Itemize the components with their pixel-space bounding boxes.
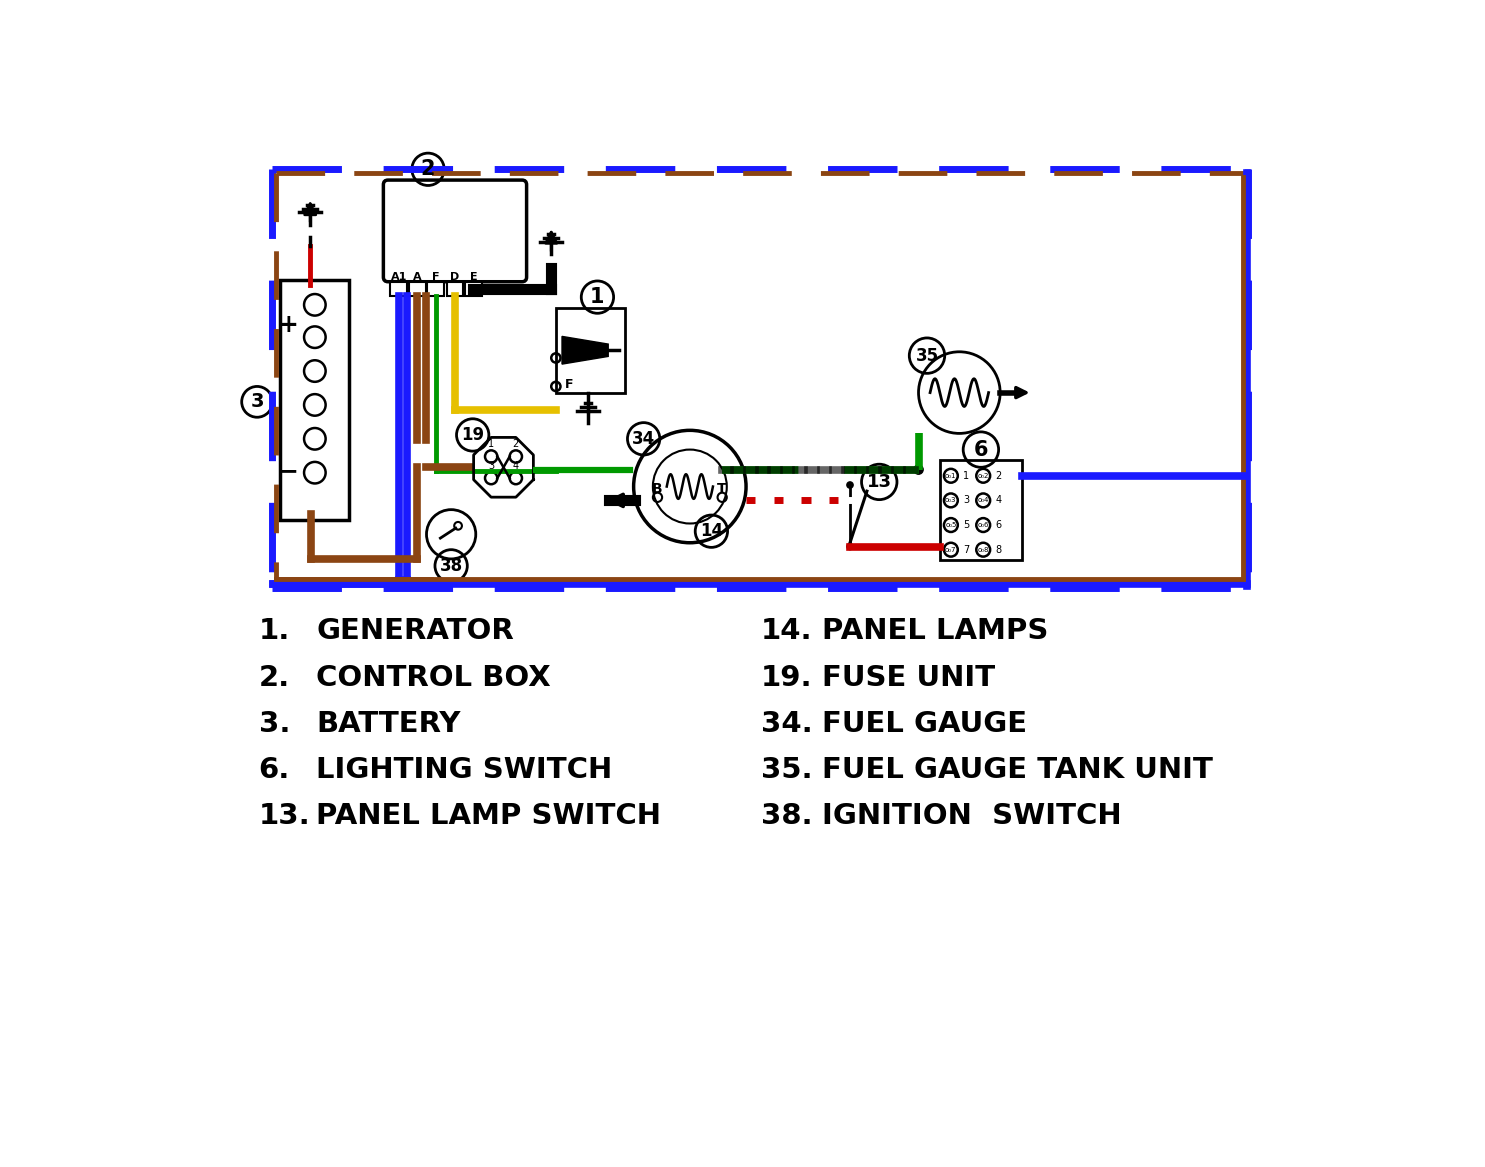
Text: FUSE UNIT: FUSE UNIT: [823, 664, 995, 692]
Bar: [391, 281, 407, 295]
Text: 35: 35: [915, 347, 939, 364]
Bar: [465, 281, 483, 295]
Text: o₀2: o₀2: [977, 473, 989, 478]
Bar: [940, 460, 1023, 560]
Text: 1: 1: [590, 287, 604, 307]
Text: 2.: 2.: [258, 664, 290, 692]
Circle shape: [846, 481, 854, 489]
Text: 4: 4: [995, 496, 1002, 505]
Text: LIGHTING SWITCH: LIGHTING SWITCH: [316, 756, 613, 784]
Text: PANEL LAMPS: PANEL LAMPS: [823, 617, 1048, 645]
Text: o₀4: o₀4: [977, 497, 989, 503]
Text: GENERATOR: GENERATOR: [316, 617, 514, 645]
Text: 5: 5: [964, 520, 970, 530]
FancyBboxPatch shape: [383, 180, 527, 281]
Text: o₀8: o₀8: [977, 546, 989, 553]
Text: D: D: [566, 350, 575, 363]
Text: 13.: 13.: [258, 802, 310, 830]
Text: 13: 13: [867, 473, 892, 491]
Text: 3: 3: [489, 461, 495, 470]
Text: FUEL GAUGE TANK UNIT: FUEL GAUGE TANK UNIT: [823, 756, 1213, 784]
Text: F: F: [566, 378, 573, 391]
Text: A1: A1: [391, 272, 407, 282]
Text: 8: 8: [995, 545, 1002, 554]
Text: E: E: [469, 272, 477, 282]
Bar: [447, 281, 463, 295]
Text: 2: 2: [420, 160, 435, 180]
Text: 19.: 19.: [760, 664, 812, 692]
Text: 6: 6: [974, 440, 988, 460]
Text: 14.: 14.: [760, 617, 812, 645]
Text: −: −: [278, 459, 298, 483]
Text: 3.: 3.: [258, 710, 290, 738]
Text: 38: 38: [440, 557, 463, 575]
Text: CONTROL BOX: CONTROL BOX: [316, 664, 551, 692]
Bar: [281, 280, 349, 520]
Text: 3: 3: [964, 496, 970, 505]
Text: 1: 1: [964, 470, 970, 481]
Text: T: T: [717, 482, 728, 496]
Text: 34: 34: [633, 429, 655, 448]
Text: o₀7: o₀7: [944, 546, 956, 553]
Text: 1: 1: [489, 439, 495, 449]
Text: D: D: [450, 272, 460, 282]
Text: 38.: 38.: [760, 802, 812, 830]
Text: 34.: 34.: [760, 710, 812, 738]
Text: IGNITION  SWITCH: IGNITION SWITCH: [823, 802, 1121, 830]
Text: 7: 7: [964, 545, 970, 554]
Text: o₀1: o₀1: [944, 473, 956, 478]
Text: 2: 2: [995, 470, 1002, 481]
Text: 35.: 35.: [760, 756, 812, 784]
Circle shape: [846, 543, 854, 551]
Text: B: B: [652, 482, 662, 496]
Text: o₀3: o₀3: [944, 497, 956, 503]
Text: A: A: [413, 272, 422, 282]
Text: 1.: 1.: [258, 617, 290, 645]
Text: 4: 4: [512, 461, 518, 470]
Text: 14: 14: [699, 522, 723, 540]
Text: 19: 19: [462, 426, 484, 443]
Text: o₀6: o₀6: [977, 522, 989, 527]
Polygon shape: [561, 336, 609, 364]
Text: 6: 6: [995, 520, 1002, 530]
Text: o₀5: o₀5: [944, 522, 956, 527]
Text: F: F: [432, 272, 440, 282]
Text: BATTERY: BATTERY: [316, 710, 460, 738]
Text: 2: 2: [512, 439, 518, 449]
Text: PANEL LAMP SWITCH: PANEL LAMP SWITCH: [316, 802, 661, 830]
Text: +: +: [278, 313, 298, 337]
Circle shape: [913, 464, 924, 474]
Bar: [408, 281, 426, 295]
Bar: [428, 281, 444, 295]
Text: 6.: 6.: [258, 756, 290, 784]
Bar: [555, 308, 625, 392]
Text: 3: 3: [251, 392, 264, 411]
Text: FUEL GAUGE: FUEL GAUGE: [823, 710, 1028, 738]
